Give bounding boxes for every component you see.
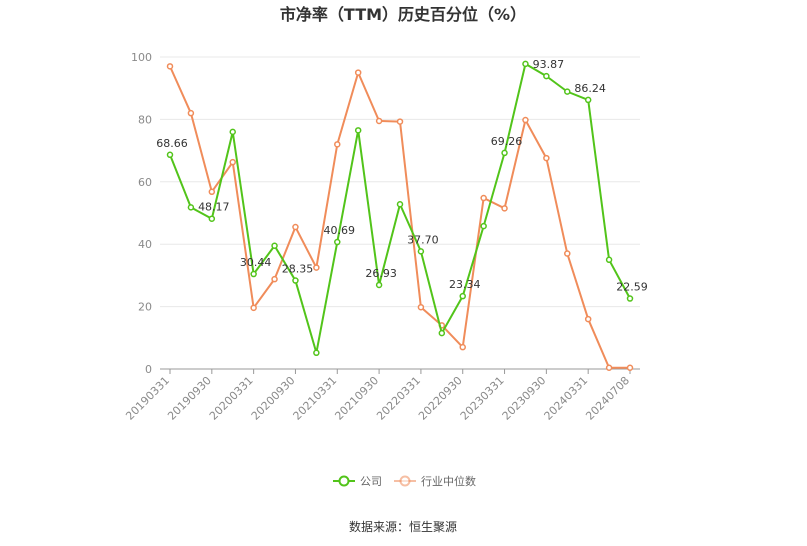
- source-note: 数据来源：恒生聚源: [349, 519, 457, 534]
- data-point-industry-median: [584, 315, 592, 323]
- data-label: 23.34: [449, 278, 481, 291]
- data-point-industry-median: [522, 116, 529, 124]
- y-tick-label: 60: [138, 176, 152, 189]
- data-point-industry-median: [292, 223, 299, 231]
- data-labels: 68.66 48.17 30.44 28.35 40.69 26.93 37.70 23.34…: [156, 58, 648, 293]
- data-point-company: [417, 248, 425, 255]
- y-tick-label: 80: [138, 113, 152, 126]
- x-tick-label: 20200930: [249, 374, 298, 423]
- y-tick-label: 100: [131, 51, 152, 64]
- data-point-company: [626, 295, 634, 302]
- data-label: 37.70: [407, 233, 439, 246]
- data-point-company: [501, 149, 508, 157]
- data-point-industry-median: [166, 63, 174, 70]
- x-tick-label: 20230331: [458, 374, 507, 423]
- data-point-company: [313, 349, 320, 357]
- data-point-company: [354, 127, 362, 134]
- data-label: 86.24: [574, 82, 606, 95]
- y-tick-label: 0: [145, 363, 152, 376]
- x-tick-label: 20230930: [500, 374, 549, 423]
- data-point-company: [208, 215, 216, 222]
- legend-item-company[interactable]: 公司: [333, 475, 382, 488]
- y-tick-label: 40: [138, 238, 152, 251]
- x-tick-label: 20240331: [542, 374, 591, 423]
- data-point-industry-median: [313, 264, 320, 271]
- data-point-company: [605, 256, 613, 264]
- data-label: 26.93: [365, 267, 397, 280]
- data-point-company: [543, 72, 550, 80]
- data-point-company: [166, 151, 174, 159]
- legend[interactable]: 公司 行业中位数: [333, 474, 476, 488]
- data-point-industry-median: [564, 250, 571, 257]
- data-label: 69.26: [491, 135, 523, 148]
- x-tick-label: 20190331: [123, 374, 172, 423]
- legend-marker-swatch: [399, 475, 411, 487]
- data-point-industry-median: [459, 343, 466, 351]
- x-tick-label: 20200331: [207, 374, 256, 423]
- data-point-company: [480, 222, 487, 230]
- data-label: 48.17: [198, 201, 230, 214]
- data-label: 68.66: [156, 137, 188, 150]
- data-point-industry-median: [375, 117, 383, 125]
- data-label: 30.44: [240, 256, 272, 269]
- data-label: 22.59: [616, 281, 648, 294]
- legend-label: 行业中位数: [421, 474, 476, 488]
- data-label: 93.87: [533, 58, 565, 71]
- data-label: 28.35: [282, 263, 314, 276]
- x-tick-label: 20190930: [165, 374, 214, 423]
- legend-item-industry-median[interactable]: 行业中位数: [394, 474, 476, 488]
- data-point-company: [584, 96, 592, 104]
- data-point-company: [187, 204, 195, 211]
- data-point-industry-median: [480, 194, 487, 202]
- data-point-company: [396, 201, 404, 208]
- chart-title: 市净率（TTM）历史百分位（%）: [280, 5, 526, 24]
- data-point-company: [229, 128, 236, 136]
- data-point-industry-median: [229, 158, 236, 166]
- data-point-company: [292, 277, 299, 284]
- data-point-industry-median: [543, 154, 550, 162]
- legend-label: 公司: [360, 475, 382, 488]
- data-point-industry-median: [208, 188, 216, 196]
- legend-marker-swatch: [338, 475, 350, 487]
- data-point-company: [438, 329, 446, 337]
- data-point-company: [375, 281, 383, 289]
- data-point-company: [564, 88, 571, 95]
- data-label: 40.69: [324, 224, 356, 237]
- data-point-company: [271, 242, 278, 250]
- data-point-company: [334, 238, 341, 246]
- x-tick-label: 20220331: [374, 374, 423, 423]
- data-point-company: [522, 60, 529, 68]
- data-point-industry-median: [501, 205, 508, 212]
- x-tick-label: 20220930: [416, 374, 465, 423]
- data-point-industry-median: [626, 364, 634, 372]
- x-tick-label: 20240708: [583, 374, 632, 423]
- data-point-industry-median: [605, 364, 613, 372]
- x-tick-label: 20210930: [332, 374, 381, 423]
- data-point-industry-median: [417, 303, 425, 311]
- data-point-company: [250, 270, 257, 278]
- x-tick-label: 20210331: [291, 374, 340, 423]
- series-layer: [166, 60, 634, 372]
- data-point-company: [459, 292, 466, 300]
- data-point-industry-median: [334, 141, 341, 148]
- axes: 0 20 40 60 80 100 2019033120190930202003312020…: [123, 51, 640, 423]
- data-point-industry-median: [271, 275, 278, 283]
- data-point-industry-median: [354, 69, 362, 76]
- data-point-industry-median: [187, 109, 195, 117]
- data-point-industry-median: [396, 118, 404, 125]
- series-line-industry-median: [169, 65, 630, 369]
- data-point-industry-median: [250, 304, 257, 312]
- y-tick-label: 20: [138, 301, 152, 314]
